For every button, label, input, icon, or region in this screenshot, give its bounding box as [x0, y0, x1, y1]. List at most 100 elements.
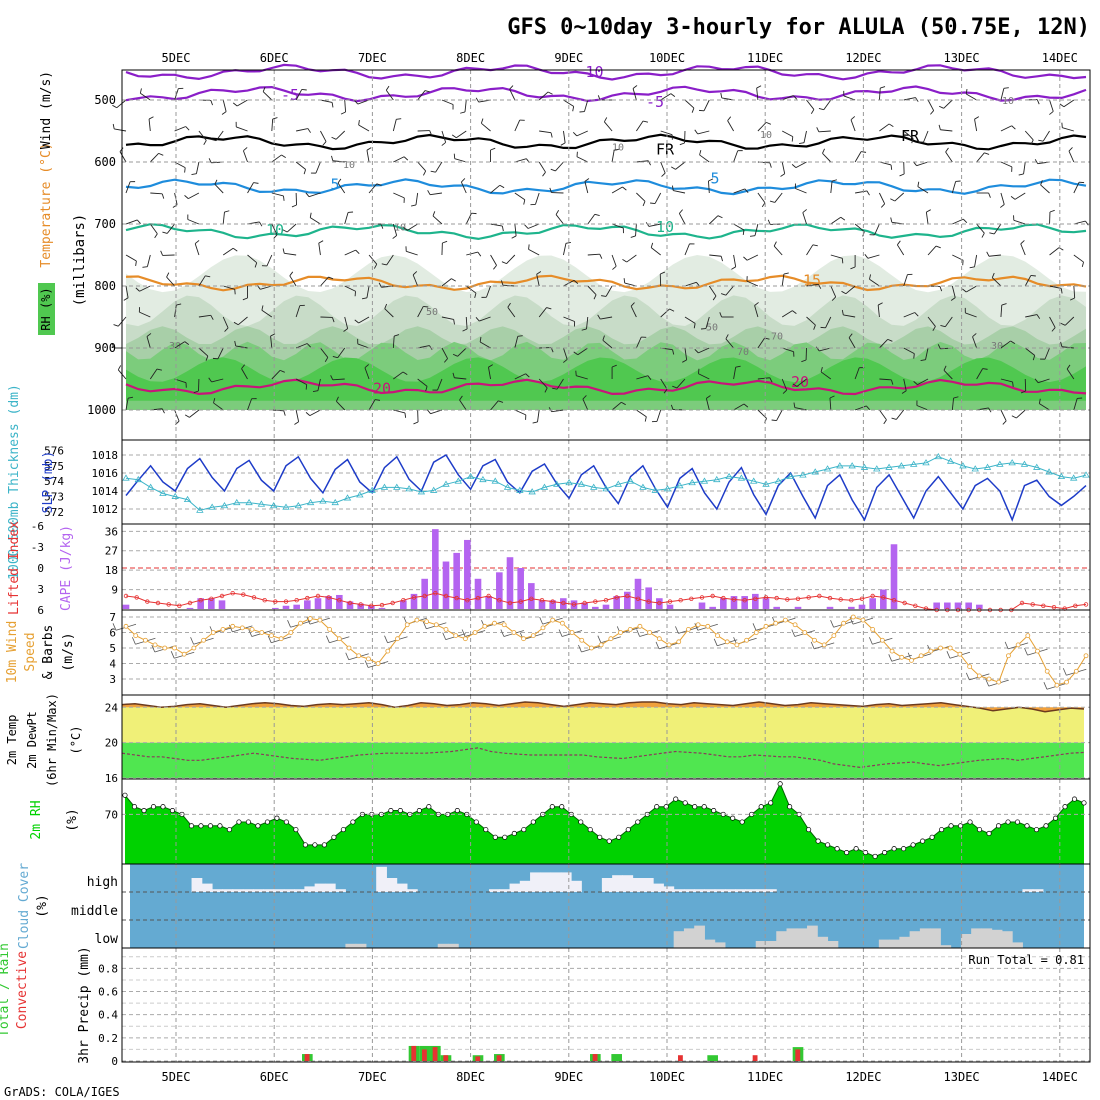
high-cloud-bar	[663, 886, 675, 892]
wind-barb-flag	[394, 334, 400, 337]
wind-barb	[213, 402, 224, 411]
cape-bar	[538, 600, 546, 609]
wind10m-point	[307, 616, 313, 621]
wind-barb-flag	[203, 140, 207, 145]
wind10m-barb-flag	[345, 652, 350, 660]
low-cloud-bar	[437, 943, 449, 948]
wind-barb-flag	[818, 107, 824, 111]
li-point	[401, 598, 406, 603]
minmax-axis-label: (6hr Min/Max)	[45, 693, 59, 787]
thickness-point	[429, 486, 438, 493]
wind-barb-flag	[548, 407, 552, 412]
wind-barb-flag	[719, 312, 723, 318]
low-cloud-bar	[683, 928, 695, 948]
rh2m-point	[226, 827, 232, 833]
wind-barb-flag	[840, 216, 846, 221]
cape-bar	[208, 598, 215, 609]
li-point	[646, 599, 651, 604]
thickness-point	[196, 506, 204, 513]
wind-barb	[586, 316, 589, 329]
rh2m-point	[815, 838, 821, 844]
wind-barb	[412, 274, 419, 287]
day-label-bottom: 5DEC	[162, 1070, 191, 1084]
precip-convective-bar	[475, 1056, 481, 1061]
high-cloud-bar	[406, 889, 418, 892]
cape-tick-label: 18	[105, 564, 118, 577]
cape-bar	[442, 561, 450, 609]
thickness-line	[125, 456, 1087, 511]
wind-barb-flag	[542, 171, 546, 177]
wind-barb-flag	[112, 123, 115, 130]
wind-barb-flag	[193, 390, 199, 394]
wind-barb	[587, 253, 600, 256]
thickness-point	[405, 485, 413, 492]
wind-barb	[756, 88, 759, 101]
wind-barb	[320, 99, 333, 103]
wind-barb-flag	[441, 142, 446, 146]
wind-barb	[432, 215, 443, 225]
li-point	[582, 600, 587, 606]
wind-barb-flag	[890, 198, 896, 202]
li-point	[337, 598, 342, 603]
isotherm-label: 5	[710, 170, 719, 188]
wind-barb-flag	[560, 142, 566, 146]
wind-barb	[222, 247, 234, 256]
li-point	[433, 591, 438, 596]
wind-barb-flag	[282, 229, 288, 233]
low-cloud-bar	[345, 943, 357, 948]
wind-barb	[538, 378, 548, 389]
wind-barb-flag	[644, 416, 647, 422]
wind-barb	[611, 150, 615, 163]
wind-barb-flag	[742, 229, 745, 236]
cape-bar	[976, 604, 983, 609]
rh2m-point	[397, 807, 403, 814]
wind-barb-flag	[331, 102, 334, 108]
temp-band-fill	[122, 702, 1084, 743]
wind-barb	[457, 347, 467, 357]
wind-barb-flag	[581, 328, 587, 331]
wind-barb	[611, 401, 622, 411]
cape-bar	[432, 529, 439, 609]
wind-barb	[149, 223, 158, 234]
wind-barb	[214, 184, 224, 194]
cape-bar	[218, 600, 226, 609]
wind-barb-flag	[135, 260, 137, 267]
wind-barb-flag	[1034, 378, 1039, 383]
wind-barb	[465, 316, 468, 330]
wind-barb-flag	[669, 308, 675, 312]
wind-barb-flag	[584, 178, 590, 182]
wind-barb	[944, 316, 953, 327]
wind-barb	[315, 161, 321, 174]
rh2m-point	[777, 781, 783, 787]
wind-barb	[636, 160, 649, 163]
wind-barb-flag	[550, 168, 556, 172]
wind10m-barb-flag	[422, 621, 427, 629]
wind-barb-flag	[663, 388, 668, 394]
wind-barb	[1000, 378, 1013, 383]
wind-barb	[368, 399, 376, 411]
thickness-point	[762, 480, 770, 487]
wind-barb	[781, 274, 785, 287]
wind-barb	[241, 368, 248, 380]
li-point	[774, 595, 779, 601]
cape-axis-label: CAPE (J/kg)	[59, 525, 74, 611]
wind-barb-flag	[935, 245, 941, 249]
wind-barb-flag	[991, 272, 995, 278]
rh2m-point	[787, 804, 793, 810]
wind10m-point	[1073, 668, 1079, 674]
rh2m-point	[511, 830, 517, 837]
li-point	[625, 593, 630, 599]
li-point	[177, 603, 182, 608]
wind-barb-flag	[1018, 173, 1024, 176]
li-point	[422, 593, 427, 599]
wind10m-barb-flag	[539, 616, 544, 625]
precip-tick-label: 0.8	[98, 962, 118, 975]
rh2m-point	[635, 819, 641, 825]
low-cloud-bar	[919, 928, 931, 948]
wind-barb	[417, 378, 428, 387]
wind-barb-flag	[622, 186, 627, 191]
wind-barb-flag	[423, 170, 427, 176]
li-point	[710, 593, 715, 599]
wind-barb-flag	[547, 91, 553, 95]
rh2m-point	[939, 827, 945, 833]
